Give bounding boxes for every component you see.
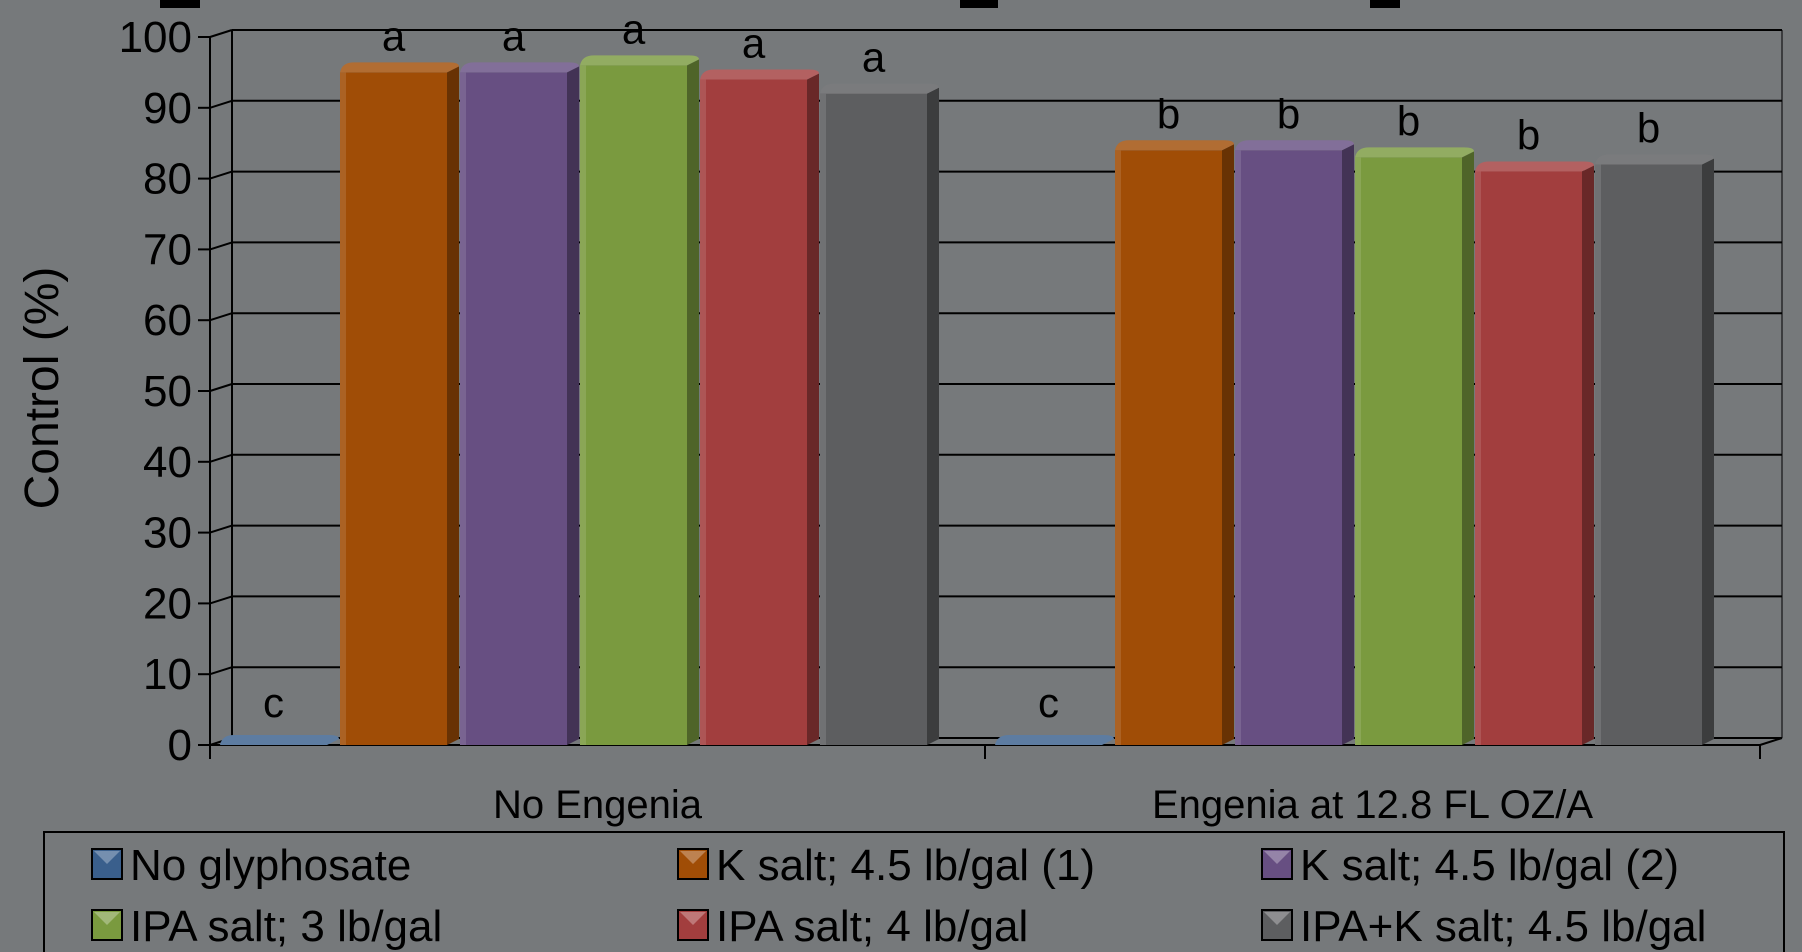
- bar: [1595, 154, 1714, 745]
- bar: [820, 83, 939, 745]
- legend-box: [43, 831, 1785, 952]
- title-fragment: [160, 0, 1400, 8]
- bar: [1355, 147, 1474, 746]
- legend-item: No glyphosate: [91, 841, 411, 890]
- significance-letter: b: [1637, 104, 1660, 151]
- bar: [460, 62, 579, 745]
- y-tick-label: 50: [143, 367, 192, 416]
- legend-item: IPA salt; 3 lb/gal: [91, 902, 442, 951]
- y-tick-label: 0: [168, 721, 192, 770]
- y-tick-label: 30: [143, 509, 192, 558]
- category-labels: No Engenia Engenia at 12.8 FL OZ/A: [493, 783, 1593, 827]
- legend-item: IPA salt; 4 lb/gal: [677, 902, 1028, 951]
- significance-letter: a: [742, 19, 766, 66]
- y-tick-label: 100: [119, 13, 192, 62]
- legend-item: K salt; 4.5 lb/gal (1): [677, 841, 1095, 890]
- legend-label: IPA salt; 3 lb/gal: [130, 902, 442, 951]
- significance-letter: a: [502, 12, 526, 59]
- y-tick-label: 70: [143, 225, 192, 274]
- x-category-label: Engenia at 12.8 FL OZ/A: [1152, 783, 1593, 827]
- significance-letter: b: [1157, 90, 1180, 137]
- bar: [995, 735, 1114, 745]
- bar: [580, 55, 699, 745]
- legend-label: K salt; 4.5 lb/gal (1): [716, 841, 1095, 890]
- bar: [340, 62, 459, 745]
- y-tick-label: 60: [143, 296, 192, 345]
- y-tick-label: 90: [143, 84, 192, 133]
- legend-label: IPA salt; 4 lb/gal: [716, 902, 1028, 951]
- significance-letters: c a a a a a c b b b b b: [263, 5, 1660, 726]
- significance-letter: c: [1038, 679, 1059, 726]
- legend-item: IPA+K salt; 4.5 lb/gal: [1261, 902, 1706, 951]
- y-tick-labels: 0 10 20 30 40 50 60 70 80 90 100: [119, 13, 192, 770]
- legend-label: K salt; 4.5 lb/gal (2): [1300, 841, 1679, 890]
- significance-letter: b: [1277, 90, 1300, 137]
- significance-letter: a: [382, 12, 406, 59]
- x-category-label: No Engenia: [493, 783, 703, 827]
- y-tick-label: 20: [143, 579, 192, 628]
- legend-item: K salt; 4.5 lb/gal (2): [1261, 841, 1679, 890]
- bar: [1235, 140, 1354, 745]
- bar: [1115, 140, 1234, 745]
- y-tick-label: 40: [143, 438, 192, 487]
- y-tick-label: 80: [143, 155, 192, 204]
- bar: [700, 69, 819, 746]
- bar: [1475, 161, 1594, 745]
- legend-label: IPA+K salt; 4.5 lb/gal: [1300, 902, 1706, 951]
- y-tick-label: 10: [143, 650, 192, 699]
- significance-letter: a: [622, 5, 646, 52]
- significance-letter: c: [263, 679, 284, 726]
- significance-letter: b: [1517, 112, 1540, 159]
- significance-letter: b: [1397, 97, 1420, 144]
- legend-label: No glyphosate: [130, 841, 411, 890]
- y-axis-title: Control (%): [16, 267, 69, 510]
- significance-letter: a: [862, 34, 886, 81]
- bars: [220, 55, 1714, 746]
- legend: No glyphosate K salt; 4.5 lb/gal (1) K sal…: [43, 831, 1785, 952]
- bar: [220, 735, 339, 745]
